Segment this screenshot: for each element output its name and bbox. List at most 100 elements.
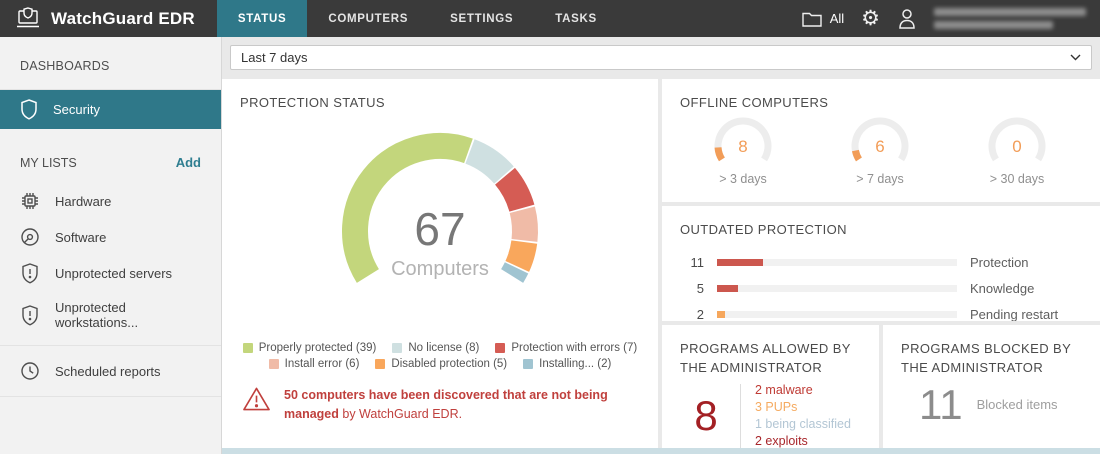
bottom-strip bbox=[222, 448, 1100, 454]
computers-group-filter[interactable]: All bbox=[802, 11, 844, 27]
legend-item[interactable]: Properly protected (39) bbox=[242, 341, 377, 354]
legend-item[interactable]: Install error (6) bbox=[268, 358, 359, 370]
donut-segment-install-error[interactable] bbox=[509, 206, 538, 242]
outdated-bar-row[interactable]: 2 Pending restart bbox=[676, 307, 1082, 321]
sidebar-item-label: Software bbox=[55, 229, 107, 245]
tab-status[interactable]: STATUS bbox=[216, 0, 308, 37]
legend-label: Installing... (2) bbox=[539, 357, 612, 370]
legend-swatch bbox=[268, 358, 279, 369]
legend-item[interactable]: Protection with errors (7) bbox=[495, 342, 637, 354]
legend-label: Protection with errors (7) bbox=[511, 341, 638, 354]
programs-blocked-panel: PROGRAMS BLOCKED BY THE ADMINISTRATOR 11… bbox=[883, 325, 1100, 448]
chevron-down-icon bbox=[1070, 54, 1081, 61]
offline-computers-panel: OFFLINE COMPUTERS 8 > 3 days 6 > 7 days 0 > 3… bbox=[662, 79, 1100, 202]
shield-alert-icon bbox=[20, 304, 40, 326]
warning-triangle-icon bbox=[242, 386, 271, 412]
protection-legend: Properly protected (39) No license (8) Pro… bbox=[222, 342, 658, 370]
offline-gauge[interactable]: 0 > 30 days bbox=[980, 117, 1054, 186]
my-lists-section-header: MY LISTS Add bbox=[0, 129, 221, 183]
add-list-link[interactable]: Add bbox=[175, 155, 201, 170]
breakdown-item-exploits[interactable]: 2 exploits bbox=[755, 433, 808, 448]
outdated-bars: 11 Protection 5 Knowledge 2 Pending restart bbox=[662, 240, 1100, 321]
donut-segment-installing-[interactable] bbox=[501, 261, 529, 283]
allowed-count[interactable]: 8 bbox=[694, 391, 718, 439]
sidebar-item-scheduled-reports[interactable]: Scheduled reports bbox=[0, 353, 221, 389]
hardware-icon bbox=[20, 191, 40, 211]
sidebar-item-software[interactable]: Software bbox=[0, 219, 221, 255]
offline-gauges: 8 > 3 days 6 > 7 days 0 > 30 days bbox=[662, 113, 1100, 186]
unmanaged-computers-warning: 50 computers have been discovered that a… bbox=[222, 370, 658, 424]
breakdown-item-malware[interactable]: 2 malware bbox=[755, 382, 813, 397]
shield-icon bbox=[20, 99, 38, 120]
shield-alert-icon bbox=[20, 263, 40, 284]
sidebar-divider bbox=[0, 345, 221, 346]
bar-value: 5 bbox=[696, 280, 704, 296]
sidebar-item-hardware[interactable]: Hardware bbox=[0, 183, 221, 219]
tab-computers[interactable]: COMPUTERS bbox=[328, 12, 409, 25]
donut-segment-disabled-protection[interactable] bbox=[505, 239, 538, 272]
donut-center-value: 67 bbox=[414, 203, 465, 255]
tab-settings[interactable]: SETTINGS bbox=[450, 12, 514, 25]
legend-item[interactable]: Installing... (2) bbox=[523, 358, 611, 370]
bar-fill bbox=[717, 310, 726, 318]
date-range-select[interactable]: Last 7 days bbox=[230, 45, 1092, 70]
legend-label: Properly protected (39) bbox=[258, 341, 377, 354]
breakdown-item-being-classified[interactable]: 1 being classified bbox=[755, 416, 851, 431]
protection-donut-chart[interactable]: 67 Computers bbox=[222, 115, 658, 340]
kpi-divider bbox=[740, 383, 741, 448]
panel-title: OFFLINE COMPUTERS bbox=[680, 95, 829, 110]
sidebar-divider bbox=[0, 396, 221, 397]
legend-swatch bbox=[495, 342, 506, 353]
sidebar-item-label: Hardware bbox=[55, 193, 112, 209]
donut-segment-protection-with-errors[interactable] bbox=[494, 167, 535, 212]
programs-row: PROGRAMS ALLOWED BY THE ADMINISTRATOR 8 … bbox=[662, 325, 1100, 448]
outdated-bar-row[interactable]: 5 Knowledge bbox=[676, 281, 1082, 296]
protection-status-panel: PROTECTION STATUS 67 Computers Properly p… bbox=[222, 79, 658, 448]
bar-track bbox=[717, 310, 957, 318]
sidebar-item-unprotected-servers[interactable]: Unprotected servers bbox=[0, 255, 221, 292]
sidebar-item-label: Security bbox=[53, 102, 100, 117]
panel-title: PROGRAMS BLOCKED BY THE ADMINISTRATOR bbox=[901, 341, 1071, 375]
breakdown-item-pups[interactable]: 3 PUPs bbox=[755, 399, 798, 414]
legend-swatch bbox=[392, 342, 403, 353]
allowed-breakdown: 2 malware 3 PUPs 1 being classified 2 explo… bbox=[755, 382, 851, 448]
legend-item[interactable]: Disabled protection (5) bbox=[375, 358, 507, 370]
tab-tasks[interactable]: TASKS bbox=[555, 12, 597, 25]
svg-text:6: 6 bbox=[875, 137, 884, 156]
outdated-bar-row[interactable]: 11 Protection bbox=[676, 255, 1082, 270]
sidebar-item-label: Scheduled reports bbox=[55, 363, 161, 379]
legend-swatch bbox=[523, 358, 534, 369]
bar-label: Protection bbox=[970, 254, 1029, 270]
donut-segment-properly-protected[interactable] bbox=[342, 132, 473, 283]
software-disc-icon bbox=[20, 227, 40, 247]
gauge-label: > 30 days bbox=[989, 171, 1045, 186]
bar-label: Pending restart bbox=[970, 306, 1059, 321]
legend-swatch bbox=[242, 342, 253, 353]
bar-label: Knowledge bbox=[970, 280, 1035, 296]
sidebar-item-unprotected-workstations[interactable]: Unprotected workstations... bbox=[0, 292, 221, 338]
bar-track bbox=[717, 284, 957, 292]
offline-gauge[interactable]: 8 > 3 days bbox=[706, 117, 780, 186]
dashboards-header: DASHBOARDS bbox=[0, 37, 221, 90]
programs-allowed-panel: PROGRAMS ALLOWED BY THE ADMINISTRATOR 8 … bbox=[662, 325, 879, 448]
clock-icon bbox=[20, 361, 40, 381]
legend-item[interactable]: No license (8) bbox=[392, 342, 479, 354]
topbar-right: All ⚙ bbox=[802, 0, 1100, 37]
svg-text:0: 0 bbox=[1012, 137, 1021, 156]
user-icon[interactable] bbox=[897, 8, 917, 30]
donut-center-label: Computers bbox=[391, 258, 489, 280]
offline-gauge[interactable]: 6 > 7 days bbox=[843, 117, 917, 186]
filter-label: All bbox=[829, 11, 845, 26]
blocked-count[interactable]: 11 bbox=[919, 380, 963, 428]
svg-text:8: 8 bbox=[738, 137, 747, 156]
donut-segment-no-license[interactable] bbox=[464, 139, 514, 184]
gear-icon[interactable]: ⚙ bbox=[861, 7, 880, 30]
warning-text: 50 computers have been discovered that a… bbox=[284, 387, 608, 421]
brand-title: WatchGuard EDR bbox=[51, 8, 195, 28]
outdated-protection-panel: OUTDATED PROTECTION 11 Protection 5 Knowled… bbox=[662, 206, 1100, 321]
legend-label: Disabled protection (5) bbox=[391, 357, 508, 370]
folder-icon bbox=[802, 11, 822, 27]
sidebar-item-security[interactable]: Security bbox=[0, 90, 221, 129]
panel-title: PROGRAMS ALLOWED BY THE ADMINISTRATOR bbox=[680, 341, 851, 375]
